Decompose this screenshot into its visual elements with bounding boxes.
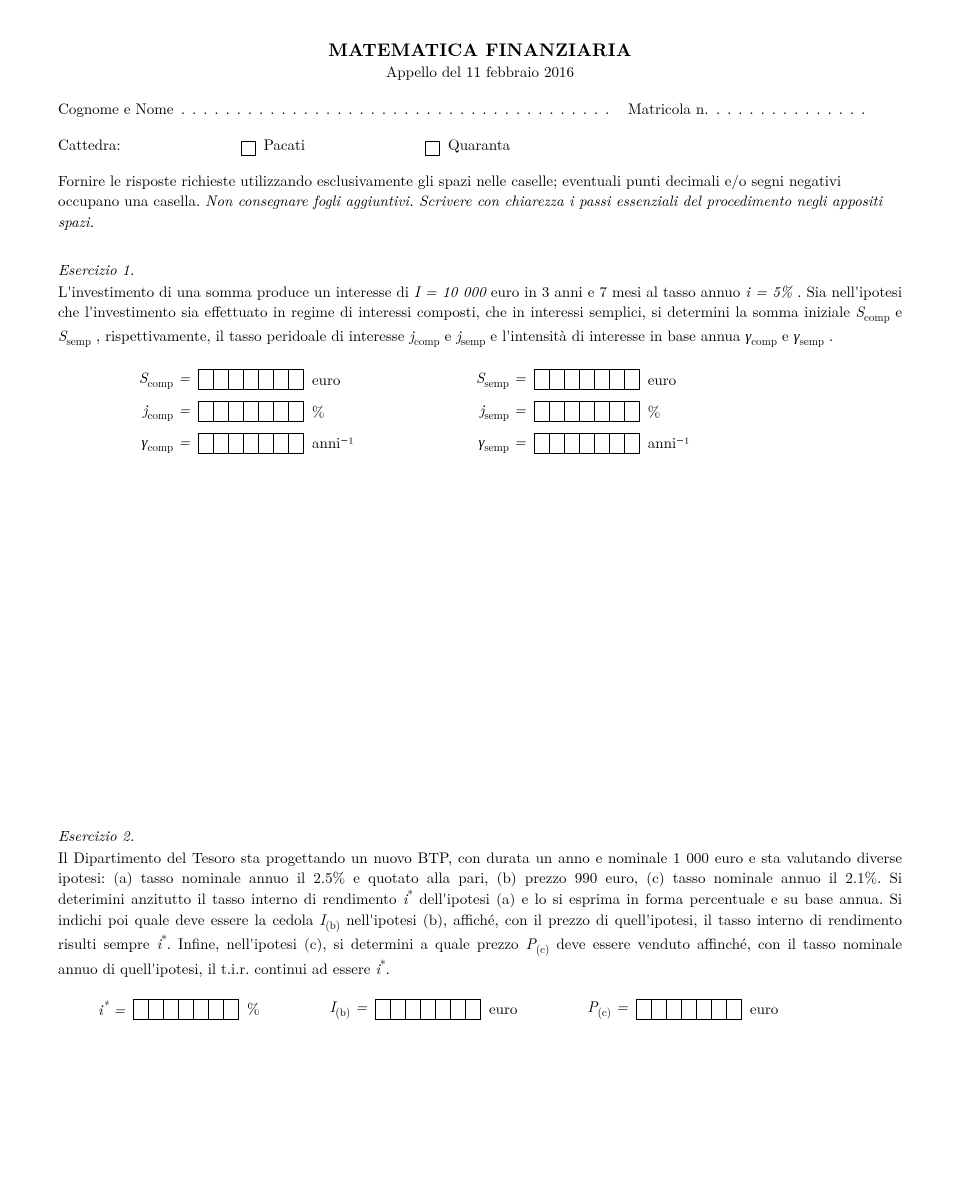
answer-gsemp-label: γsemp = [464, 432, 526, 456]
cattedra-row: Cattedra: Pacati Quaranta [58, 135, 902, 155]
Scomp-sub: comp [147, 376, 173, 391]
answer-gsemp-boxes[interactable] [534, 433, 640, 454]
answer-jcomp-label: jcomp = [128, 400, 190, 424]
checkbox-icon[interactable] [425, 141, 440, 156]
ex1-gsemp: γsemp [794, 325, 824, 346]
answer-Ib-boxes[interactable] [375, 999, 481, 1020]
ex1-text4: , rispettivamente, il tasso peridoale di… [96, 325, 409, 346]
answer-Ssemp-boxes[interactable] [534, 369, 640, 390]
answer-istar-boxes[interactable] [133, 999, 239, 1020]
document-page: MATEMATICA FINANZIARIA Appello del 11 fe… [0, 0, 960, 1061]
ex1-and1: e [895, 301, 902, 322]
title-block: MATEMATICA FINANZIARIA Appello del 11 fe… [58, 38, 902, 83]
answer-jsemp-label: jsemp = [464, 400, 526, 424]
name-matricola-line: Cognome e Nome . . . . . . . . . . . . .… [58, 99, 902, 119]
answer-gcomp: γcomp = anni⁻¹ [128, 432, 354, 456]
answer-jsemp: jsemp = % [464, 400, 690, 424]
ex1-text1: L'investimento di una somma produce un i… [58, 281, 414, 302]
answer-gsemp: γsemp = anni⁻¹ [464, 432, 690, 456]
ex1-answers-col-semp: Ssemp = euro jsemp = % γsemp = anni⁻¹ [464, 368, 690, 456]
gcomp-unit: anni⁻¹ [312, 433, 354, 453]
ex1-and2: e [445, 325, 457, 346]
instructions: Fornire le risposte richieste utilizzand… [58, 171, 902, 232]
answer-gcomp-boxes[interactable] [198, 433, 304, 454]
gsemp-unit: anni⁻¹ [648, 433, 690, 453]
answer-Scomp-label: Scomp = [128, 368, 190, 392]
ex1-i-expr: i = 5% [745, 281, 792, 302]
gcomp-sub: comp [147, 440, 173, 455]
ex1-answers-col-comp: Scomp = euro jcomp = % γcomp = anni⁻¹ [128, 368, 354, 456]
Ib-label: I(b) = [330, 997, 367, 1021]
exercise2-body: Il Dipartimento del Tesoro sta progettan… [58, 848, 902, 980]
ex1-jcomp: jcomp [409, 325, 439, 346]
ex1-jsemp-sub: semp [461, 334, 486, 349]
ex1-Scomp-sym: S [856, 301, 864, 322]
matricola-dots: . . . . . . . . . . . . . . . . . . . . … [716, 99, 866, 119]
ex1-and3: e [782, 325, 794, 346]
answer-Scomp-boxes[interactable] [198, 369, 304, 390]
matricola-label: Matricola n. [628, 99, 708, 119]
answer-istar: i* = % [98, 999, 260, 1020]
cattedra-option-pacati[interactable]: Pacati [241, 135, 305, 155]
ex1-gcomp-sub: comp [751, 334, 777, 349]
jcomp-sub: comp [147, 408, 173, 423]
cattedra-opt2-label: Quaranta [448, 135, 510, 155]
jcomp-unit: % [312, 402, 325, 422]
answer-jsemp-boxes[interactable] [534, 401, 640, 422]
answer-Ib: I(b) = euro [330, 997, 518, 1021]
Pc-unit: euro [750, 999, 778, 1019]
ex2-answers: i* = % I(b) = euro P(c) = euro [98, 997, 902, 1021]
cognome-dots: . . . . . . . . . . . . . . . . . . . . … [181, 99, 613, 119]
exercise1-label: Esercizio 1. [58, 260, 902, 280]
Ssemp-unit: euro [648, 370, 676, 390]
Ssemp-sub: semp [484, 376, 509, 391]
gsemp-sub: semp [484, 440, 509, 455]
exercise1-body: L'investimento di una somma produce un i… [58, 282, 902, 350]
istar-unit: % [247, 999, 260, 1019]
ex1-text5: e l'intensità di interesse in base annua [490, 325, 745, 346]
ex1-Ssemp: Ssemp [58, 325, 91, 346]
istar-label: i* = [98, 999, 125, 1020]
answer-gcomp-label: γcomp = [128, 432, 190, 456]
Pc-sub: (c) [598, 1005, 611, 1020]
title-sub: Appello del 11 febbraio 2016 [58, 62, 902, 82]
ex1-jsemp: jsemp [456, 325, 485, 346]
answer-Scomp: Scomp = euro [128, 368, 354, 392]
workspace-gap [58, 486, 902, 826]
answer-Pc-boxes[interactable] [636, 999, 742, 1020]
ex1-Scomp: Scomp [856, 301, 890, 322]
answer-Ssemp: Ssemp = euro [464, 368, 690, 392]
ex1-Ssemp-sub: semp [66, 334, 91, 349]
title-main: MATEMATICA FINANZIARIA [58, 38, 902, 62]
Pc-label: P(c) = [587, 997, 628, 1021]
ex1-jcomp-sub: comp [414, 334, 440, 349]
ex1-I-expr: I = 10 000 [414, 281, 486, 302]
exercise2-label: Esercizio 2. [58, 826, 902, 846]
answer-Ssemp-label: Ssemp = [464, 368, 526, 392]
cattedra-label: Cattedra: [58, 135, 121, 155]
cattedra-option-quaranta[interactable]: Quaranta [425, 135, 510, 155]
Ib-sub: (b) [335, 1005, 350, 1020]
cognome-label: Cognome e Nome [58, 99, 173, 119]
Scomp-unit: euro [312, 370, 340, 390]
ex1-Scomp-sub: comp [864, 310, 890, 325]
jsemp-unit: % [648, 402, 661, 422]
Ib-unit: euro [489, 999, 517, 1019]
cattedra-opt1-label: Pacati [264, 135, 305, 155]
ex1-answers: Scomp = euro jcomp = % γcomp = anni⁻¹ Ss… [128, 368, 902, 456]
ex1-gcomp: γcomp [745, 325, 777, 346]
ex1-period: . [829, 325, 833, 346]
answer-jcomp: jcomp = % [128, 400, 354, 424]
ex1-text2: euro in 3 anni e 7 mesi al tasso annuo [491, 281, 745, 302]
Pc-sym: P [587, 996, 597, 1017]
ex1-gsemp-sub: semp [800, 334, 825, 349]
answer-jcomp-boxes[interactable] [198, 401, 304, 422]
jsemp-sub: semp [484, 408, 509, 423]
answer-Pc: P(c) = euro [587, 997, 778, 1021]
checkbox-icon[interactable] [241, 141, 256, 156]
